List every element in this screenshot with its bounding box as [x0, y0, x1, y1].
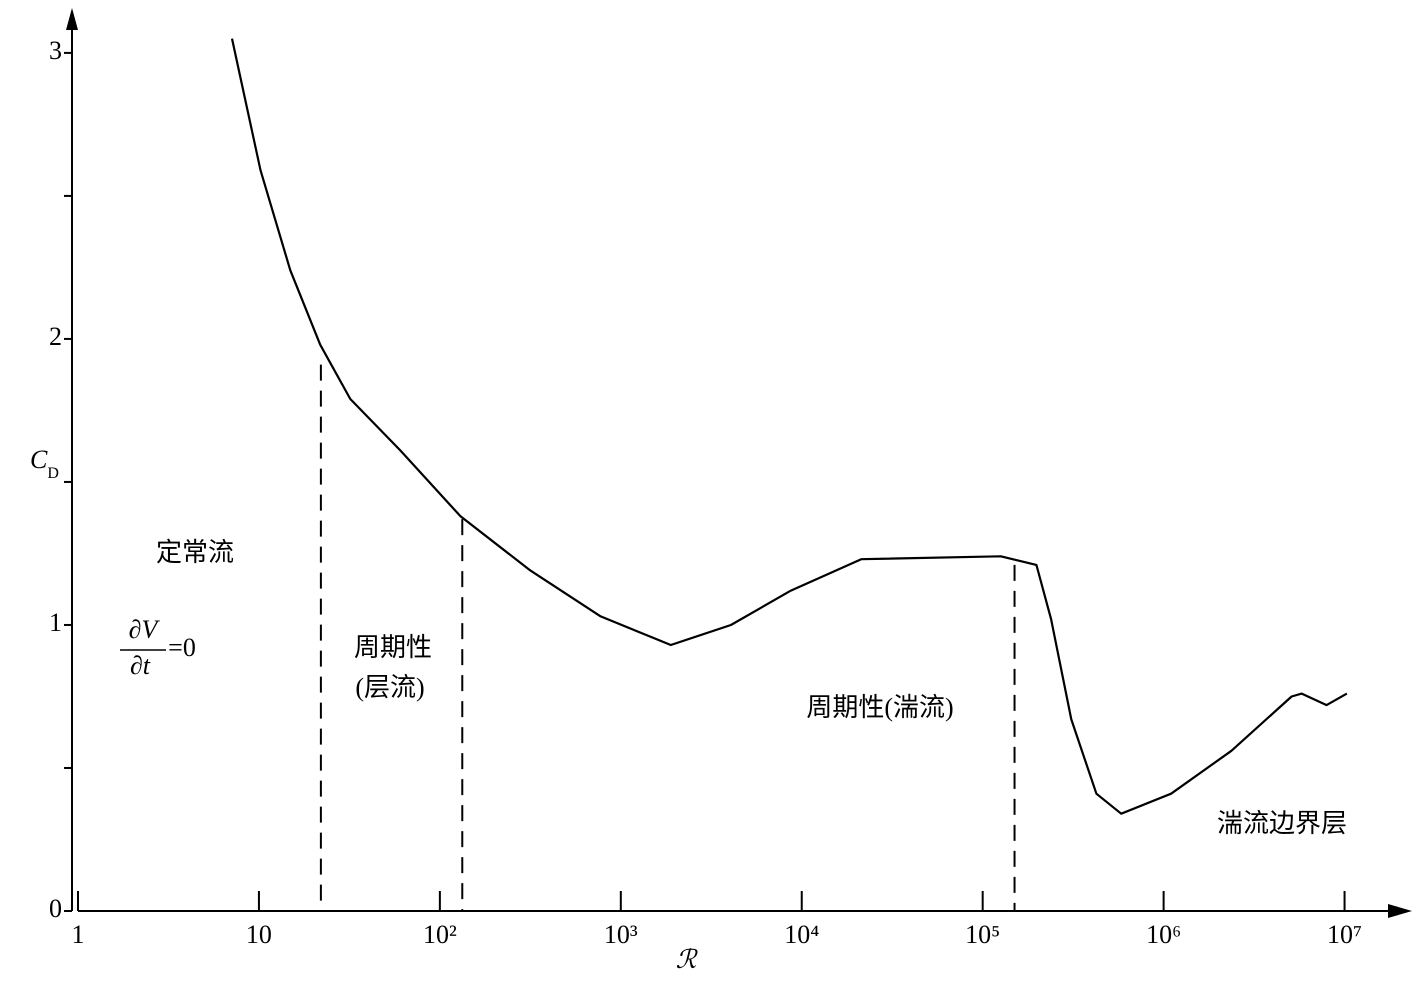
- annotation: 周期性(湍流): [806, 693, 953, 722]
- y-label-sub: D: [47, 465, 59, 482]
- annotation: 定常流: [156, 538, 234, 567]
- y-axis-label: CD: [30, 445, 59, 482]
- x-tick-label: 10⁶: [1146, 920, 1181, 949]
- x-tick-label: 10²: [423, 920, 457, 949]
- annotation: (层流): [355, 673, 424, 702]
- x-tick-label: 10⁷: [1327, 920, 1362, 949]
- y-tick-label: 0: [49, 894, 62, 923]
- x-axis-arrow: [1388, 904, 1412, 918]
- y-tick-label: 2: [49, 322, 62, 351]
- annotation: ∂t: [130, 651, 151, 680]
- y-tick-label: 1: [49, 608, 62, 637]
- x-tick-label: 10⁴: [784, 920, 819, 949]
- annotation: ∂V: [129, 615, 161, 644]
- y-tick-label: 3: [49, 36, 62, 65]
- drag-curve: [230, 38, 1348, 815]
- x-tick-label: 10⁵: [965, 920, 1000, 949]
- annotation: 湍流边界层: [1217, 809, 1347, 838]
- x-tick-label: 10: [246, 920, 272, 949]
- annotation: =0: [168, 633, 196, 662]
- x-tick-label: 1: [72, 920, 85, 949]
- annotation: 周期性: [354, 633, 432, 662]
- x-tick-label: 10³: [604, 920, 638, 949]
- y-label-main: C: [30, 445, 48, 474]
- y-axis-arrow: [66, 8, 78, 30]
- x-axis-label: ℛ: [676, 945, 699, 974]
